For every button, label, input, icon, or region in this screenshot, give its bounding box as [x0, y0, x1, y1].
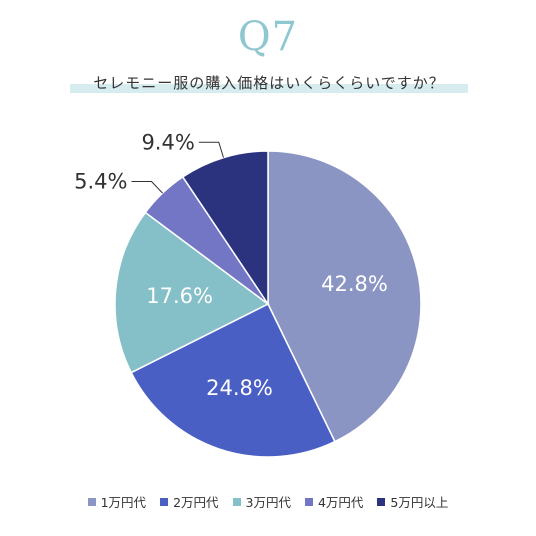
legend-item-4: 4万円代	[304, 492, 364, 511]
legend-item-2: 2万円代	[160, 492, 219, 511]
pie-slice-5	[181, 150, 269, 307]
legend-item-3: 3万円代	[232, 492, 291, 511]
legend-label-2: 2万円代	[173, 495, 219, 510]
slice-label-4: 5.4%	[74, 170, 127, 194]
pie-slice-3	[114, 211, 270, 374]
question-text: セレモニー服の購入価格はいくらくらいですか？	[93, 74, 445, 92]
question-number: Q7	[237, 14, 299, 60]
legend-swatch-2	[160, 497, 169, 506]
pie-slice-2	[130, 302, 336, 458]
legend-swatch-5	[377, 497, 386, 506]
legend-label-4: 4万円代	[317, 495, 364, 510]
question-heading: セレモニー服の購入価格はいくらくらいですか？	[70, 72, 468, 96]
legend-label-3: 3万円代	[245, 495, 291, 510]
legend-item-5: 5万円以上	[377, 492, 448, 511]
callout-line-5	[198, 141, 224, 158]
legend-swatch-3	[232, 497, 241, 506]
callout-line-4	[131, 181, 163, 194]
legend-swatch-4	[304, 497, 313, 506]
slice-label-2: 24.8%	[206, 376, 273, 400]
slice-label-5: 9.4%	[141, 130, 194, 154]
slice-label-3: 17.6%	[146, 284, 213, 308]
chart-legend: 1万円代 2万円代 3万円代 4万円代 5万円以上	[0, 492, 536, 511]
pie-slice-1	[267, 150, 422, 443]
heading-highlight-band	[70, 84, 468, 93]
legend-swatch-1	[87, 497, 96, 506]
legend-label-5: 5万円以上	[390, 495, 449, 510]
legend-item-1: 1万円代	[87, 492, 147, 511]
slice-label-1: 42.8%	[321, 272, 388, 296]
legend-label-1: 1万円代	[100, 495, 147, 510]
